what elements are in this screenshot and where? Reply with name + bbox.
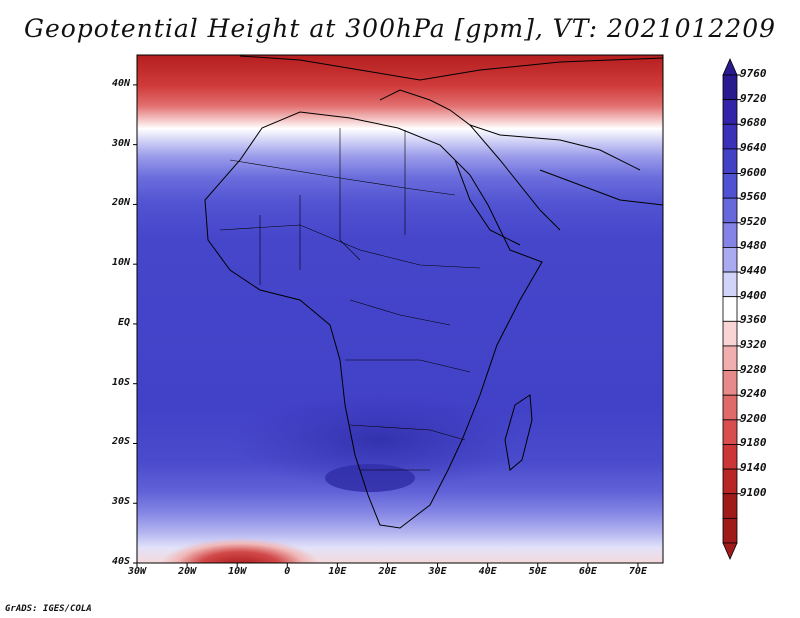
colorbar-segment	[722, 247, 738, 273]
lat-label: EQ	[117, 316, 130, 328]
colorbar-bottom-arrow	[722, 542, 738, 560]
lon-label: 70E	[628, 566, 647, 577]
lon-label: 10W	[228, 566, 247, 577]
colorbar-segment	[722, 493, 738, 519]
colorbar-value-label: 9280	[740, 362, 767, 376]
lon-label: 40E	[478, 566, 497, 577]
lon-label: 20E	[378, 566, 397, 577]
lat-label: 10N	[111, 257, 130, 269]
colorbar-segment	[722, 74, 738, 101]
colorbar-segment	[722, 222, 738, 248]
lat-label: 20S	[111, 436, 130, 448]
colorbar-value-label: 9240	[740, 387, 767, 401]
colorbar-segment	[722, 370, 738, 396]
colorbar-segment	[722, 345, 738, 371]
colorbar-segment	[722, 320, 738, 347]
colorbar-top-arrow	[722, 58, 738, 76]
colorbar-value-label: 9640	[740, 140, 767, 154]
colorbar	[722, 58, 741, 560]
lat-label: 30N	[111, 137, 130, 149]
lon-label: 0	[284, 566, 291, 577]
colorbar-segment	[722, 148, 738, 174]
colorbar-segment	[722, 197, 738, 224]
colorbar-value-label: 9100	[740, 485, 767, 499]
colorbar-value-label: 9400	[740, 288, 767, 302]
colorbar-value-label: 9320	[740, 337, 767, 351]
colorbar-value-label: 9480	[740, 239, 767, 253]
lat-label: 40S	[111, 556, 130, 567]
colorbar-segment	[722, 468, 738, 495]
colorbar-segment	[722, 99, 738, 125]
colorbar-value-label: 9600	[740, 165, 767, 179]
lon-label: 60E	[578, 566, 597, 577]
colorbar-segment	[722, 444, 738, 470]
lon-label: 10E	[328, 566, 347, 577]
colorbar-segment	[722, 394, 738, 421]
colorbar-value-label: 9180	[740, 436, 767, 450]
country-borders	[219, 128, 481, 471]
colorbar-value-label: 9520	[740, 214, 767, 228]
colorbar-value-label: 9200	[740, 411, 767, 425]
colorbar-value-label: 9760	[740, 67, 767, 80]
colorbar-segment	[722, 271, 738, 298]
lon-label: 50E	[528, 566, 547, 577]
lon-label: 20W	[178, 566, 197, 577]
axis-ticks	[133, 84, 639, 567]
credit-label: GrADS: IGES/COLA	[5, 604, 92, 614]
lat-label: 40N	[111, 77, 130, 89]
colorbar-segment	[722, 517, 738, 544]
lat-label: 10S	[111, 376, 130, 388]
colorbar-value-label: 9560	[740, 190, 767, 204]
lon-label: 30W	[127, 566, 147, 577]
colorbar-value-label: 9140	[740, 461, 767, 475]
colorbar-value-label: 9720	[740, 91, 767, 105]
colorbar-value-label: 9680	[740, 116, 767, 130]
lon-label: 30E	[428, 566, 447, 577]
colorbar-value-label: 9440	[740, 264, 767, 278]
lat-label: 30S	[111, 496, 130, 508]
coastlines	[204, 55, 663, 529]
chart-title: Geopotential Height at 300hPa [gpm], VT:…	[23, 14, 777, 43]
height-field	[137, 55, 663, 563]
lat-label: 20N	[111, 197, 130, 209]
colorbar-segment	[722, 123, 738, 150]
colorbar-segment	[722, 296, 738, 322]
colorbar-value-label: 9360	[740, 313, 767, 327]
colorbar-segment	[722, 419, 738, 445]
plot-frame	[136, 54, 664, 564]
colorbar-segment	[722, 173, 738, 199]
